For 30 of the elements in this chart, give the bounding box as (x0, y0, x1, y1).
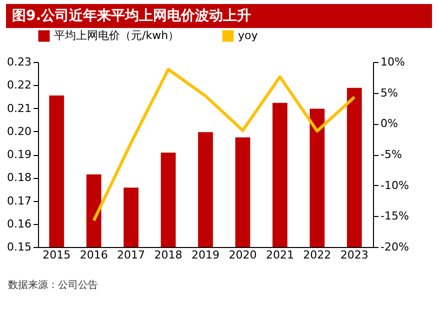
x-tick-label: 2019 (192, 248, 220, 262)
y2-tick-label: -20% (380, 240, 409, 254)
y-tick-label: 0.15 (7, 240, 32, 254)
chart-title: 图9.公司近年来平均上网电价波动上升 (6, 4, 432, 28)
y-tick-label: 0.18 (7, 171, 32, 184)
y-tick-label: 0.19 (7, 148, 32, 161)
y-tick-label: 0.22 (7, 78, 32, 92)
source-note: 数据来源：公司公告 (8, 278, 99, 292)
y-tick-label: 0.23 (7, 56, 32, 68)
y2-tick-label: -5% (380, 148, 402, 161)
line-series (92, 68, 356, 222)
y2-tick-label: -10% (380, 178, 409, 192)
x-tick-label: 2017 (117, 248, 146, 262)
x-tick-label: 2018 (154, 248, 182, 262)
x-tick-label: 2020 (228, 248, 257, 262)
y2-tick-label: -15% (380, 210, 409, 223)
y-tick-label: 0.20 (7, 124, 32, 138)
x-tick-label: 2016 (80, 248, 108, 262)
y2-tick-label: 5% (380, 86, 398, 100)
y2-tick-label: 10% (380, 56, 405, 68)
x-tick-label: 2023 (340, 248, 368, 262)
y-tick-label: 0.17 (7, 194, 32, 208)
y-tick-label: 0.16 (7, 217, 32, 230)
y-tick-label: 0.21 (7, 102, 32, 115)
x-tick-label: 2015 (42, 248, 71, 262)
y2-tick-label: 0% (380, 117, 398, 130)
x-tick-label: 2022 (303, 248, 332, 262)
x-tick-label: 2021 (266, 248, 294, 262)
legend-label: 平均上网电价（元/kwh） (54, 29, 180, 42)
legend-label: yoy (238, 29, 258, 42)
